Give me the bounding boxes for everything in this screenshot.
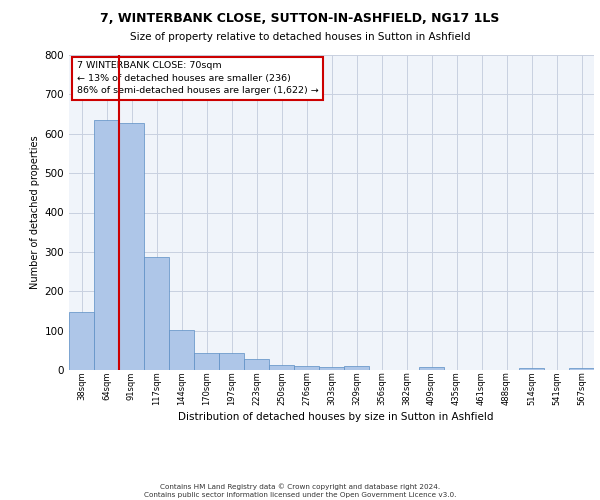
Bar [69,312,94,370]
Bar [94,120,119,370]
Text: Contains HM Land Registry data © Crown copyright and database right 2024.
Contai: Contains HM Land Registry data © Crown c… [144,484,456,498]
Bar [519,368,544,370]
Bar [219,353,244,370]
Bar [169,330,194,370]
Bar [269,365,294,370]
Bar [244,359,269,370]
Y-axis label: Number of detached properties: Number of detached properties [31,136,40,290]
Bar [194,352,219,370]
Bar [569,368,594,370]
Text: Distribution of detached houses by size in Sutton in Ashfield: Distribution of detached houses by size … [178,412,494,422]
Text: Size of property relative to detached houses in Sutton in Ashfield: Size of property relative to detached ho… [130,32,470,42]
Bar [119,123,144,370]
Bar [294,366,319,370]
Text: 7 WINTERBANK CLOSE: 70sqm
← 13% of detached houses are smaller (236)
86% of semi: 7 WINTERBANK CLOSE: 70sqm ← 13% of detac… [77,62,319,96]
Bar [144,258,169,370]
Bar [419,367,444,370]
Bar [344,366,369,370]
Text: 7, WINTERBANK CLOSE, SUTTON-IN-ASHFIELD, NG17 1LS: 7, WINTERBANK CLOSE, SUTTON-IN-ASHFIELD,… [100,12,500,26]
Bar [319,367,344,370]
